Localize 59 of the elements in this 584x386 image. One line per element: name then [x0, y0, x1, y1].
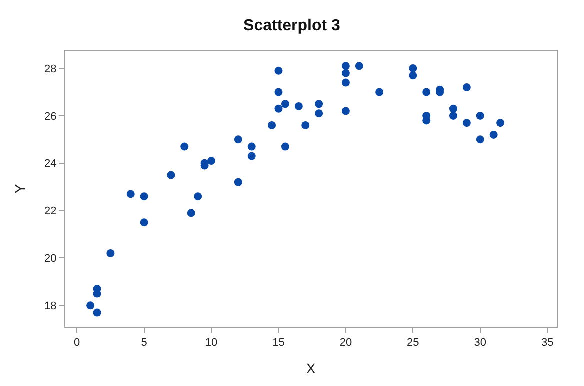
chart-title: Scatterplot 3: [244, 18, 341, 34]
point: [140, 218, 148, 227]
y-tick-label: 18: [44, 300, 57, 313]
point: [180, 142, 189, 151]
point: [106, 249, 115, 258]
point: [490, 130, 498, 139]
point: [187, 209, 196, 218]
point: [281, 142, 290, 151]
point: [355, 62, 364, 70]
point: [342, 107, 350, 116]
x-tick-label: 35: [541, 337, 554, 350]
point: [449, 112, 458, 120]
point: [342, 78, 350, 87]
point: [93, 308, 102, 317]
point: [248, 152, 256, 160]
y-axis-title: Y: [12, 184, 28, 194]
x-tick-label: 25: [407, 337, 420, 350]
point: [234, 136, 242, 144]
point: [86, 302, 95, 310]
point: [281, 100, 290, 108]
point: [208, 157, 216, 166]
point: [449, 104, 458, 113]
y-tick-label: 22: [44, 206, 57, 218]
point: [268, 121, 276, 130]
point: [462, 84, 471, 92]
point: [167, 171, 176, 180]
point: [274, 88, 283, 96]
point: [294, 102, 303, 110]
point: [342, 69, 350, 78]
y-tick-label: 24: [44, 158, 57, 170]
point: [315, 110, 324, 118]
point: [302, 121, 310, 130]
point: [248, 142, 256, 151]
point: [409, 72, 418, 80]
point: [476, 112, 484, 120]
point: [462, 119, 471, 128]
point: [234, 178, 242, 186]
point: [274, 66, 283, 75]
point: [315, 100, 324, 108]
x-tick-label: 15: [272, 337, 285, 350]
point: [409, 64, 418, 73]
point: [126, 190, 135, 198]
point: [376, 88, 384, 96]
x-tick-label: 0: [74, 337, 80, 350]
x-axis-title: X: [306, 360, 316, 376]
point: [422, 88, 431, 96]
point: [342, 62, 350, 70]
point: [274, 104, 283, 113]
y-tick-label: 20: [44, 253, 57, 266]
x-tick-label: 30: [474, 337, 487, 350]
y-tick-label: 26: [44, 110, 57, 123]
point: [476, 136, 484, 144]
y-tick-label: 28: [44, 63, 57, 76]
x-tick-label: 5: [141, 337, 148, 350]
point: [140, 192, 148, 201]
x-tick-label: 20: [340, 337, 352, 350]
x-tick-label: 10: [205, 337, 218, 350]
point: [496, 119, 505, 128]
point: [194, 192, 202, 201]
